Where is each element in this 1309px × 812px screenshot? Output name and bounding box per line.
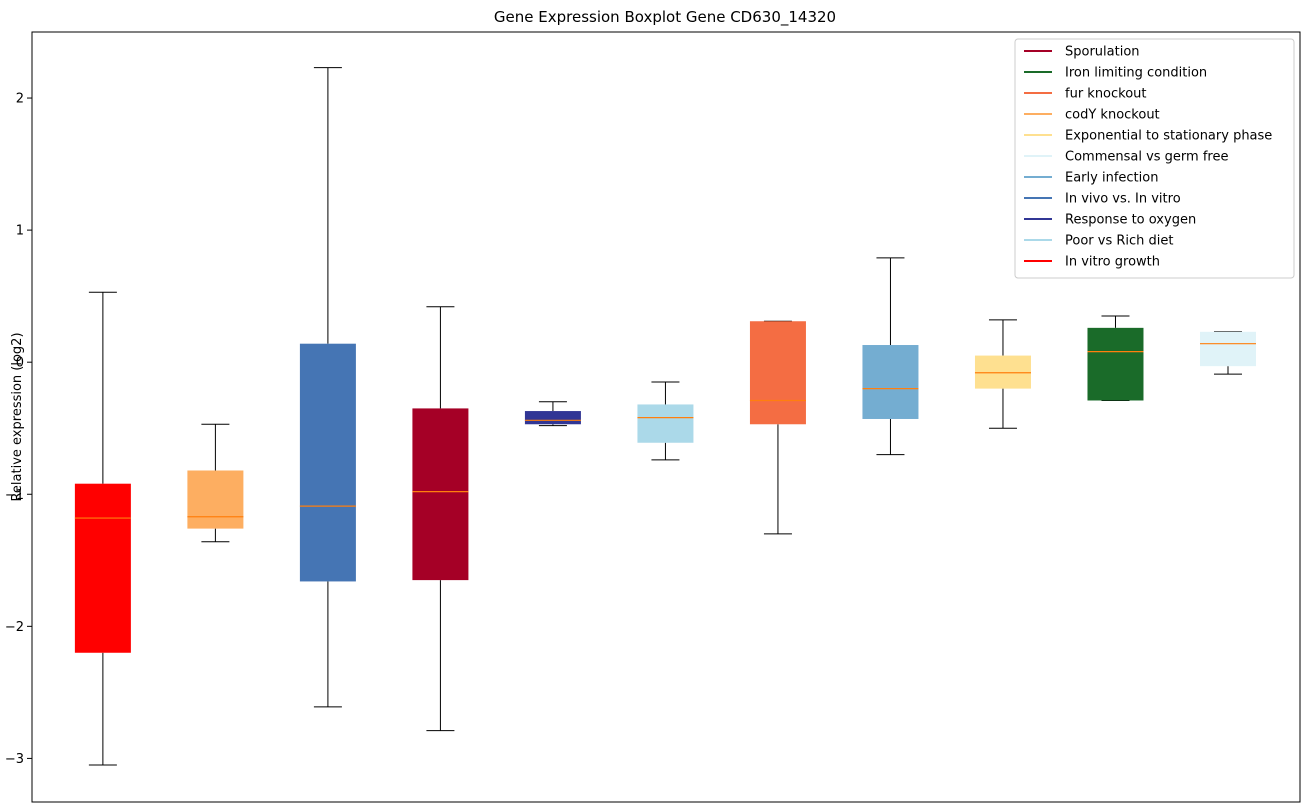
- legend-entry: Sporulation: [1024, 45, 1140, 60]
- box-iqr: [974, 355, 1031, 389]
- legend-entry: Early infection: [1024, 171, 1158, 186]
- legend-entry: Response to oxygen: [1024, 213, 1196, 228]
- box-iqr: [74, 483, 131, 653]
- box-9: [974, 319, 1031, 429]
- legend-label: Early infection: [1065, 171, 1158, 186]
- plot-area: [74, 67, 1256, 766]
- y-tick-label: 2: [16, 92, 24, 107]
- y-tick-label: −2: [5, 620, 24, 635]
- box-6: [637, 381, 694, 461]
- legend-entry: Iron limiting condition: [1024, 66, 1207, 81]
- box-7: [749, 320, 806, 535]
- legend-label: Commensal vs germ free: [1065, 150, 1228, 165]
- legend-label: In vitro growth: [1065, 255, 1160, 270]
- box-iqr: [299, 343, 356, 582]
- legend-label: Iron limiting condition: [1065, 66, 1207, 81]
- box-10: [1087, 315, 1144, 401]
- axes-frame: [31, 31, 1301, 803]
- legend-label: Response to oxygen: [1065, 213, 1196, 228]
- legend: Sporulation Iron limiting condition fur kn…: [1014, 38, 1295, 279]
- box-iqr: [187, 470, 244, 529]
- legend-frame: [1014, 38, 1295, 279]
- box-iqr: [412, 408, 469, 581]
- box-11: [1199, 331, 1256, 375]
- legend-entry: Commensal vs germ free: [1024, 150, 1228, 165]
- box-5: [524, 401, 581, 427]
- y-tick-label: 1: [16, 224, 24, 239]
- box-iqr: [637, 404, 694, 443]
- chart-title: Gene Expression Boxplot Gene CD630_14320: [494, 8, 836, 27]
- box-4: [412, 306, 469, 732]
- legend-entry: In vitro growth: [1024, 255, 1160, 270]
- box-3: [299, 67, 356, 708]
- legend-entry: codY knockout: [1024, 108, 1160, 123]
- box-iqr: [749, 321, 806, 425]
- legend-entry: Poor vs Rich diet: [1024, 234, 1173, 249]
- box-1: [74, 291, 131, 766]
- y-tick-label: −3: [5, 752, 24, 767]
- legend-entry: Exponential to stationary phase: [1024, 129, 1272, 144]
- y-axis: −3 −2 −1 0 1 2: [5, 92, 32, 767]
- box-iqr: [862, 345, 919, 419]
- box-iqr: [524, 411, 581, 425]
- box-iqr: [1199, 331, 1256, 367]
- y-axis-label: Relative expression (log2): [10, 332, 25, 501]
- y-tick-label: −1: [5, 488, 24, 503]
- legend-label: Sporulation: [1065, 45, 1140, 60]
- box-iqr: [1087, 327, 1144, 401]
- box-8: [862, 257, 919, 456]
- legend-label: fur knockout: [1065, 87, 1147, 102]
- legend-label: codY knockout: [1065, 108, 1160, 123]
- legend-label: Poor vs Rich diet: [1065, 234, 1173, 249]
- legend-label: In vivo vs. In vitro: [1065, 192, 1181, 207]
- legend-entry: In vivo vs. In vitro: [1024, 192, 1181, 207]
- y-tick-label: 0: [16, 356, 24, 371]
- box-2: [187, 423, 244, 543]
- legend-entry: fur knockout: [1024, 87, 1147, 102]
- legend-label: Exponential to stationary phase: [1065, 129, 1272, 144]
